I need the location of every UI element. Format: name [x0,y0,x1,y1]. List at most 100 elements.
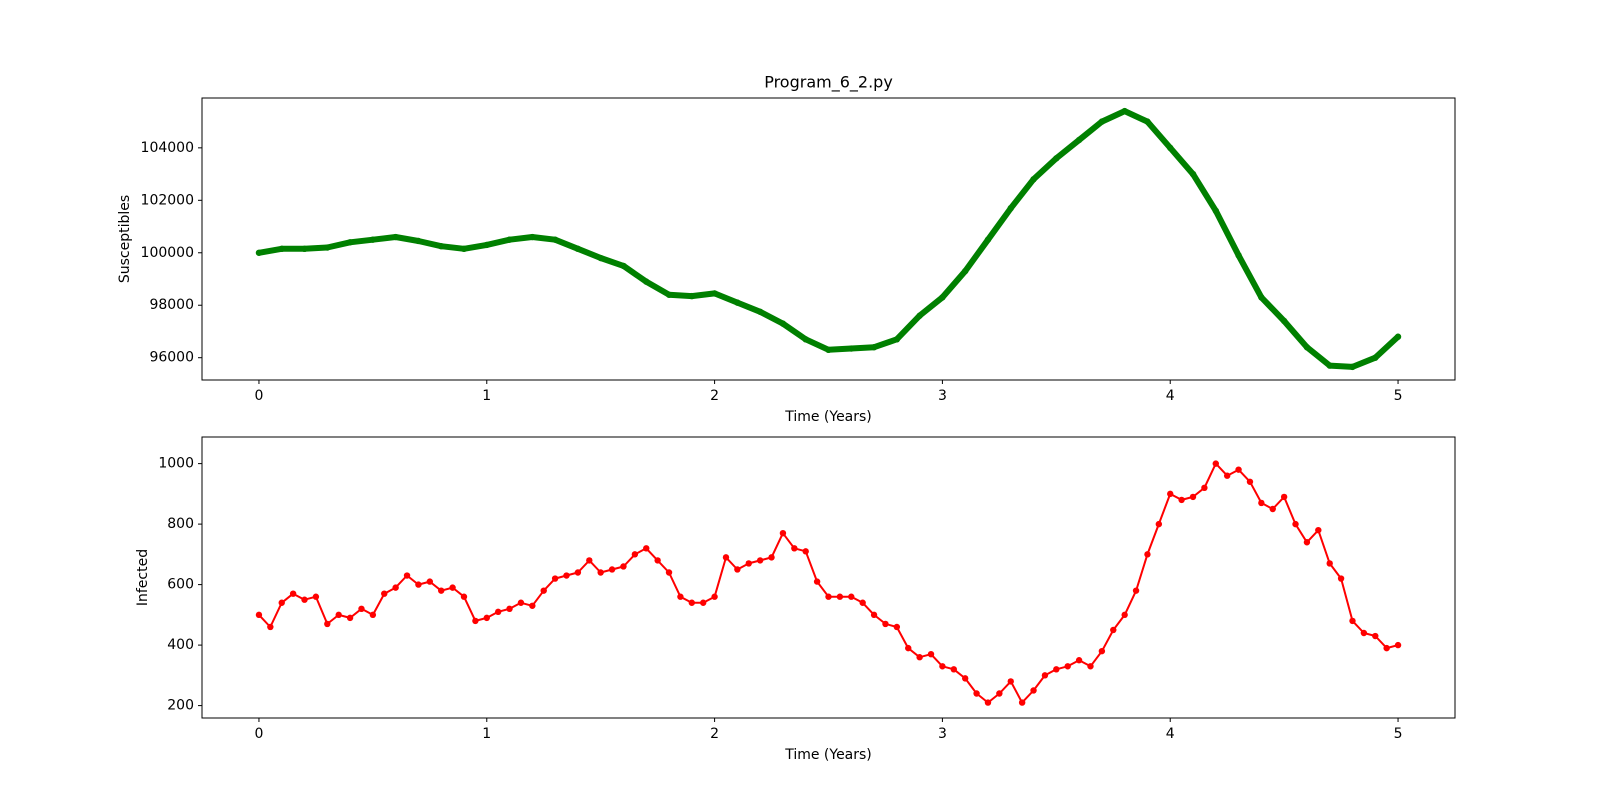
data-point [1132,587,1140,594]
data-point [996,690,1003,697]
data-point [255,611,263,619]
data-point [506,605,513,613]
y-tick-label: 800 [167,516,194,532]
y-tick-label: 96000 [149,350,194,366]
y-tick-label: 98000 [149,297,194,313]
data-point [438,243,445,250]
data-point [1337,575,1345,582]
data-point [449,584,456,591]
data-point [961,675,969,682]
data-point [563,572,570,579]
data-point [438,587,445,594]
data-point [1280,317,1288,325]
data-point [711,290,718,297]
data-point [1223,472,1231,479]
data-point [825,593,832,600]
data-point [916,312,923,319]
data-point [460,593,468,600]
data-point [836,593,844,600]
data-point [802,548,809,555]
data-point [324,244,331,251]
data-point [346,614,354,622]
data-point [848,593,855,600]
data-point [1269,505,1276,513]
data-point [1007,678,1014,685]
x-tick-label: 3 [938,726,947,742]
data-point [677,593,684,600]
data-point [859,599,866,606]
data-point [779,529,787,537]
data-point [1394,333,1402,340]
data-point [813,578,821,585]
axes-frame [201,436,1456,719]
data-point [301,245,308,253]
axes-frame [201,97,1456,381]
data-point [734,299,741,306]
data-point [1372,632,1379,640]
data-point [1292,520,1299,528]
y-tick-label: 104000 [141,140,194,156]
data-point [1053,666,1060,673]
x-tick-label: 2 [710,726,719,742]
data-point [574,245,582,253]
data-point [802,336,809,343]
data-point [1007,204,1014,212]
data-point [1064,663,1071,670]
data-point [597,569,604,576]
data-point [1121,107,1128,115]
data-point [1303,344,1311,351]
data-point [984,699,992,706]
data-point [1144,118,1151,125]
x-axis-label: Time (Years) [784,409,872,425]
data-point [1246,478,1254,485]
data-point [1326,560,1333,567]
data-point [1098,118,1106,125]
data-point [950,666,957,673]
data-point [529,602,536,609]
data-point [381,590,388,597]
data-point [1360,629,1368,637]
data-point [1121,611,1128,619]
data-point [1075,657,1083,664]
data-point [483,241,490,249]
data-point [1235,252,1242,259]
data-point [620,563,627,570]
data-point [1349,617,1356,625]
x-tick-label: 4 [1166,388,1175,404]
x-tick-label: 1 [482,726,491,742]
data-point [665,291,673,298]
data-point [506,236,513,243]
x-tick-label: 3 [938,388,947,404]
data-point [756,557,764,564]
data-point [1053,155,1060,162]
chart-title: Program_6_2.py [764,73,893,93]
x-tick-label: 0 [254,388,263,404]
data-point [745,560,752,567]
data-point [756,308,764,315]
y-tick-label: 102000 [141,192,194,208]
data-point [791,545,798,552]
data-point [483,614,490,622]
data-point [848,345,855,352]
data-point [1349,363,1356,371]
data-point [289,590,297,597]
data-point [1144,551,1151,558]
data-point [1155,520,1163,528]
data-point [278,245,285,253]
data-point [312,593,320,600]
data-point [1189,170,1197,178]
y-axis-label: Susceptibles [117,195,133,283]
data-point [529,233,536,241]
data-point [1258,294,1265,301]
data-point [1303,539,1311,546]
data-point [1041,672,1049,679]
data-point [278,599,285,606]
data-point [358,605,365,613]
data-point [551,575,559,582]
data-point [643,278,650,285]
data-point [472,617,479,625]
data-point [882,620,889,628]
data-point [1315,526,1322,534]
data-point [1098,647,1106,655]
y-tick-label: 100000 [141,245,194,261]
